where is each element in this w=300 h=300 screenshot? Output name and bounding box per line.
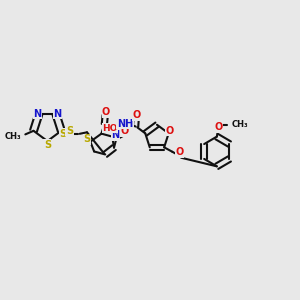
Text: O: O xyxy=(133,110,141,120)
Text: S: S xyxy=(66,126,73,136)
Text: O: O xyxy=(166,126,174,136)
Text: S: S xyxy=(59,129,67,139)
Text: N: N xyxy=(33,109,41,118)
Text: O: O xyxy=(121,126,129,136)
Text: S: S xyxy=(44,140,51,150)
Text: HO: HO xyxy=(103,124,118,133)
Text: NH: NH xyxy=(117,118,133,128)
Text: CH₃: CH₃ xyxy=(232,120,248,129)
Text: S: S xyxy=(83,134,90,144)
Text: CH₃: CH₃ xyxy=(4,132,21,141)
Text: N: N xyxy=(111,130,119,140)
Text: O: O xyxy=(175,147,184,158)
Text: N: N xyxy=(53,109,62,118)
Text: O: O xyxy=(102,107,110,117)
Text: O: O xyxy=(215,122,223,132)
